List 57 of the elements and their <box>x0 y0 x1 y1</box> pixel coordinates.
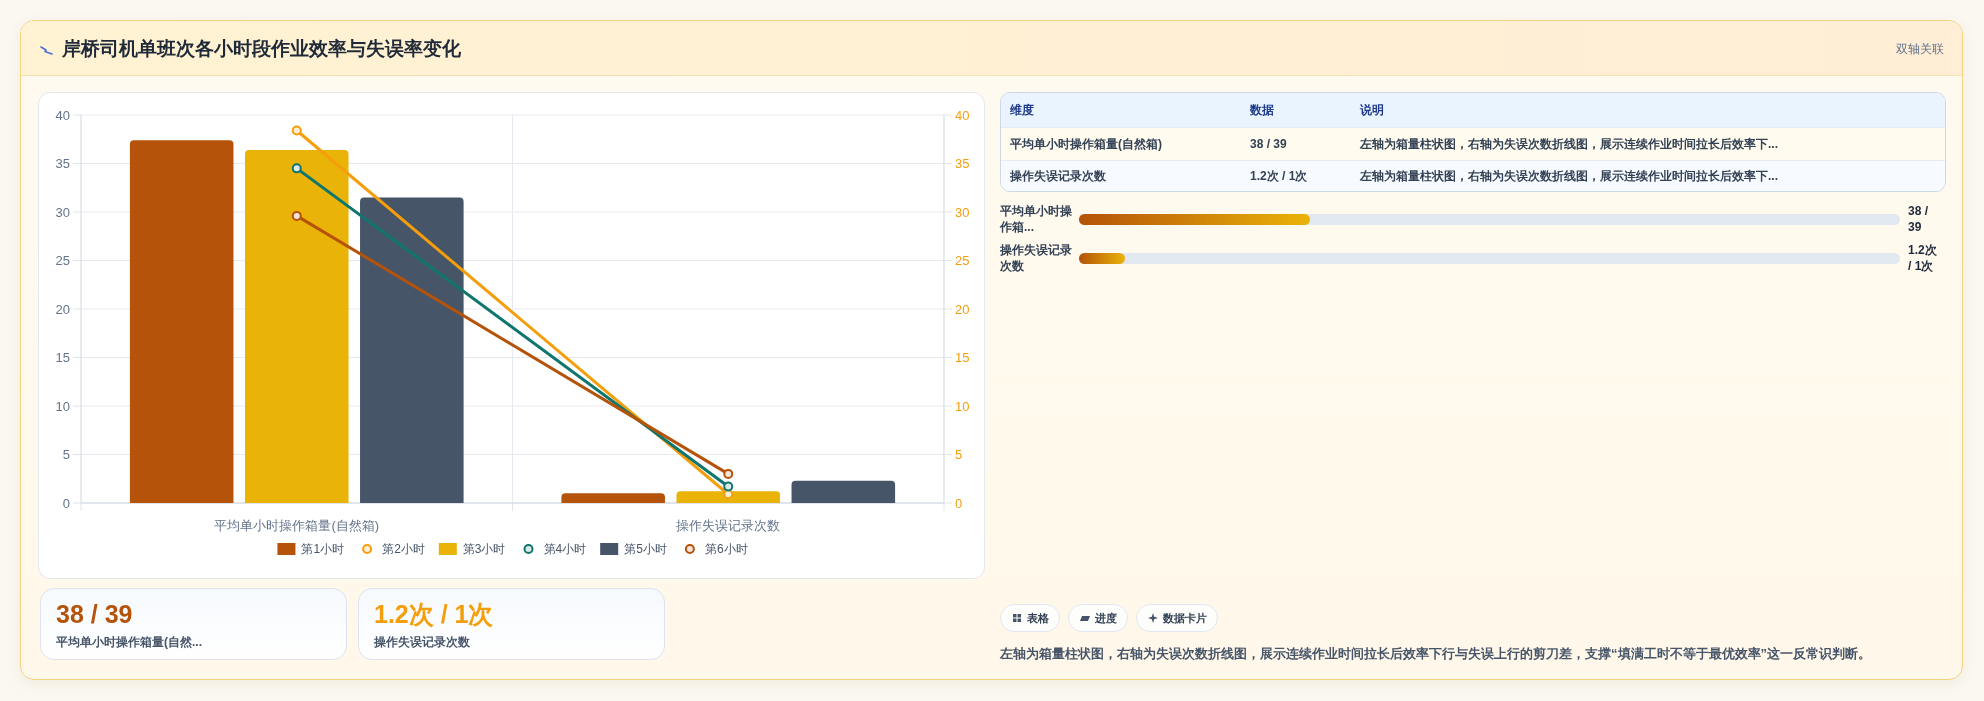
text: 左轴为箱量柱状图，右轴为失误次数折线图，展示连续作业时间拉长后效率下行与失误上行的剪刀差，支撑“填满工时不等于最优效率”这一反常识判断。 <box>1000 645 1871 663</box>
legend-label: 第2小时 <box>382 542 425 556</box>
legend-label: 第3小时 <box>462 542 506 556</box>
text: 双轴关联 <box>1896 41 1944 57</box>
y2-tick-label: 20 <box>955 301 970 317</box>
text: 1.2次 / 1次 <box>1908 242 1938 274</box>
bar <box>360 197 464 503</box>
y-tick-label: 5 <box>62 447 70 462</box>
text: 进度 <box>1095 612 1117 624</box>
chart-title: 岸桥司机单班次各小时段作业效率与失误率变化 <box>62 37 461 61</box>
bar <box>676 491 781 503</box>
bar <box>561 493 665 503</box>
text: 左轴为箱量柱状图，右轴为失误次数折线图，展示连续作业时间拉长后效率下... <box>1360 168 1779 185</box>
y-tick-label: 平均单小时操作箱... <box>1000 203 1073 235</box>
point <box>723 468 734 479</box>
legend-label: 第4小时 <box>543 542 587 556</box>
y-tick-label: 20 <box>55 301 70 317</box>
y2-tick-label: 5 <box>955 447 963 462</box>
text: 38 / 39 <box>56 599 133 629</box>
point <box>291 163 302 174</box>
y-tick-label: 30 <box>55 204 70 220</box>
bar <box>129 140 234 503</box>
y2-tick-label: 40 <box>955 107 970 123</box>
point <box>291 210 302 221</box>
y2-tick-label: 35 <box>955 156 970 171</box>
bar <box>244 149 349 503</box>
legend-label: 第5小时 <box>624 542 667 556</box>
text: 平均单小时操作箱量(自然箱) <box>1010 135 1162 153</box>
point <box>291 125 302 136</box>
text: 维度 <box>1010 102 1034 119</box>
text: 表格 <box>1027 612 1049 624</box>
bar <box>791 480 896 503</box>
text: 38 / 39 <box>1908 203 1929 235</box>
y-tick-label: 10 <box>55 398 70 414</box>
y-tick-label: 15 <box>55 350 70 365</box>
point <box>723 481 734 492</box>
text: 左轴为箱量柱状图，右轴为失误次数折线图，展示连续作业时间拉长后效率下... <box>1360 135 1779 153</box>
text: 38 / 39 <box>1250 135 1287 153</box>
y2-tick-label: 10 <box>955 398 970 414</box>
legend-label: 第1小时 <box>301 542 345 556</box>
text: 平均单小时操作箱量(自然... <box>56 634 202 650</box>
y2-tick-label: 0 <box>955 495 963 511</box>
text: 说明 <box>1360 102 1384 119</box>
text: 1.2次 / 1次 <box>374 599 494 629</box>
point <box>723 489 734 500</box>
text: 数据卡片 <box>1163 612 1207 624</box>
y2-tick-label: 25 <box>955 253 970 268</box>
text: 1.2次 / 1次 <box>1250 168 1308 185</box>
legend-label: 第6小时 <box>704 542 748 556</box>
text: 数据 <box>1250 102 1274 119</box>
y2-tick-label: 30 <box>955 204 970 220</box>
text: 操作失误记录次数 <box>374 634 470 650</box>
y-tick-label: 25 <box>55 253 70 268</box>
y-tick-label: 35 <box>55 156 70 171</box>
y-tick-label: 40 <box>55 107 70 123</box>
y2-tick-label: 15 <box>955 350 970 365</box>
y-tick-label: 0 <box>62 495 70 511</box>
